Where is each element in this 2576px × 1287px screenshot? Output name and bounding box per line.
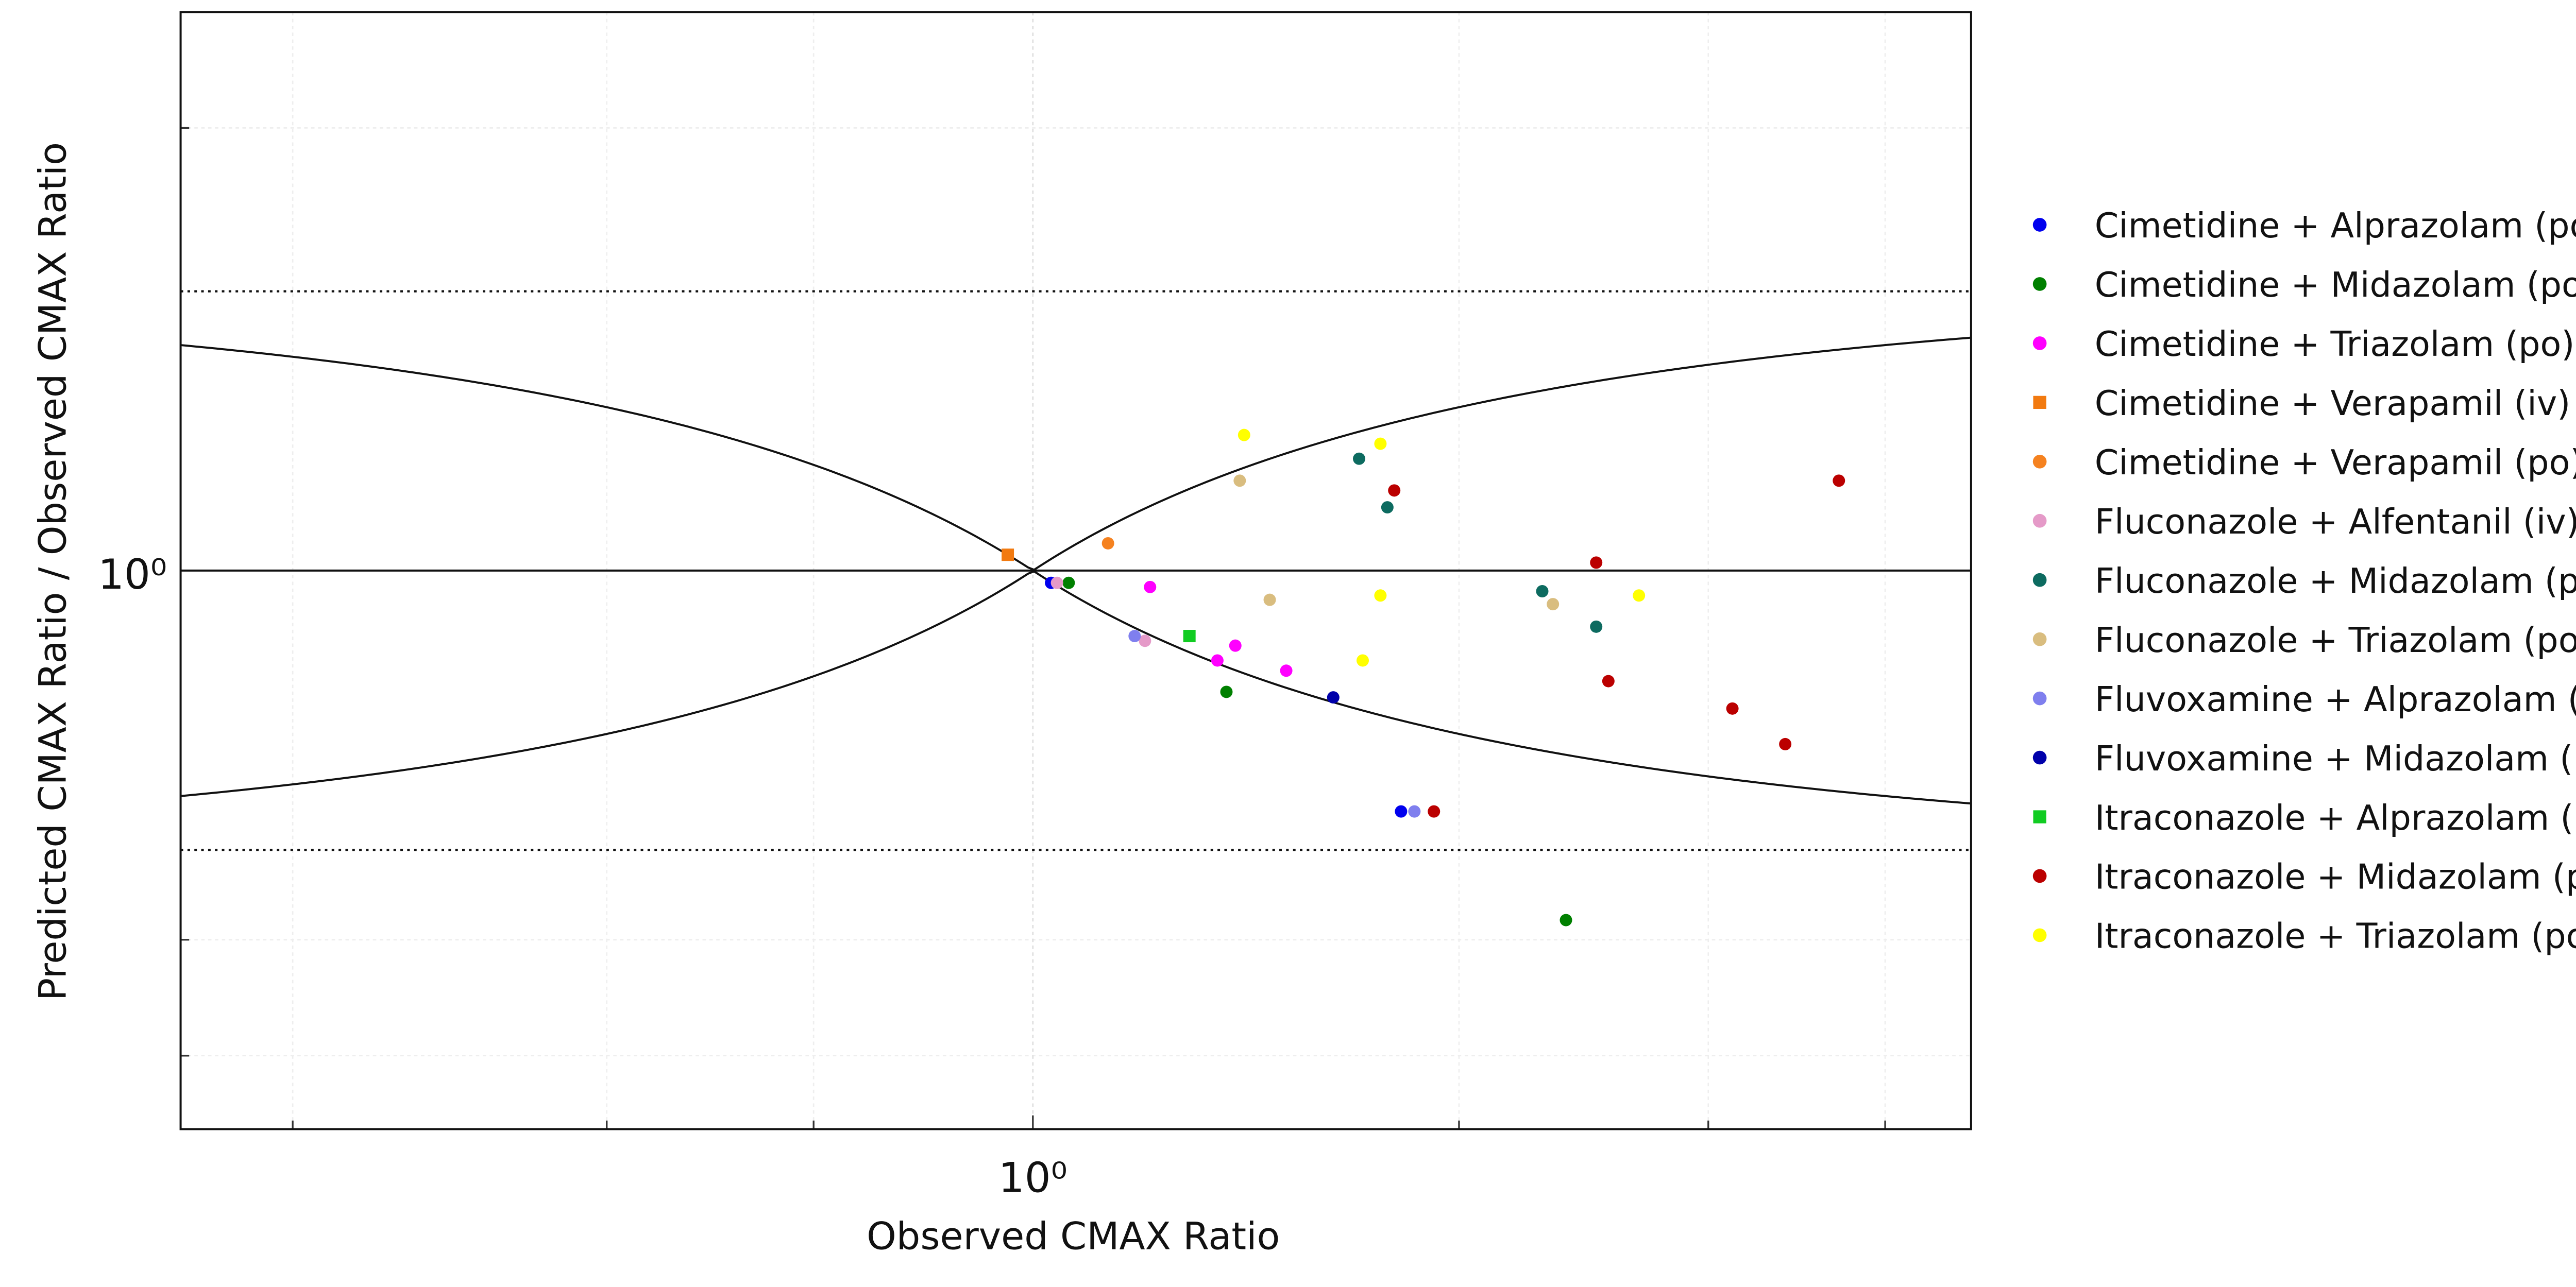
- data-point: [1590, 556, 1603, 569]
- data-point: [1263, 593, 1276, 606]
- data-point: [1726, 702, 1739, 715]
- data-point: [1547, 598, 1560, 611]
- legend-marker: [2032, 750, 2047, 765]
- data-point: [1101, 537, 1114, 550]
- data-point: [1183, 630, 1196, 643]
- limit-curve: [180, 336, 1971, 571]
- data-point: [1560, 914, 1572, 926]
- legend-marker: [2033, 396, 2046, 409]
- y-axis-title: Predicted CMAX Ratio / Observed CMAX Rat…: [31, 142, 75, 1001]
- legend-label: Fluvoxamine + Alprazolam (po): [2095, 679, 2576, 719]
- legend-label: Cimetidine + Alprazolam (po): [2095, 205, 2576, 246]
- data-point: [1062, 576, 1075, 589]
- data-point: [1238, 428, 1250, 441]
- legend-marker: [2032, 513, 2047, 528]
- data-point: [1602, 675, 1615, 688]
- data-point: [1139, 634, 1151, 647]
- legend-label: Cimetidine + Triazolam (po): [2095, 324, 2575, 364]
- data-point: [1590, 620, 1603, 633]
- legend-marker: [2032, 691, 2047, 706]
- data-point: [1128, 630, 1141, 643]
- legend-label: Itraconazole + Alprazolam (po): [2095, 798, 2576, 838]
- data-point: [1395, 805, 1408, 818]
- legend-label: Itraconazole + Triazolam (po): [2095, 916, 2576, 956]
- data-point: [1327, 691, 1340, 704]
- data-point: [1833, 474, 1845, 487]
- legend-marker: [2032, 632, 2047, 646]
- data-point: [1374, 589, 1387, 602]
- legend-label: Cimetidine + Verapamil (po): [2095, 442, 2576, 483]
- legend-marker: [2033, 810, 2046, 823]
- x-tick-label: 10⁰: [998, 1154, 1067, 1202]
- legend-marker: [2032, 454, 2047, 469]
- legend-marker: [2032, 336, 2047, 350]
- data-point: [1536, 585, 1549, 598]
- legend-label: Fluconazole + Midazolam (po): [2095, 561, 2576, 601]
- data-point: [1229, 639, 1242, 652]
- legend-label: Fluconazole + Triazolam (po): [2095, 620, 2576, 660]
- legend-marker: [2032, 573, 2047, 587]
- data-point: [1357, 654, 1369, 667]
- data-point: [1211, 654, 1224, 667]
- data-point: [1050, 576, 1063, 589]
- legend-label: Fluconazole + Alfentanil (iv): [2095, 502, 2576, 542]
- legend-marker: [2032, 928, 2047, 942]
- legend-marker: [2032, 218, 2047, 232]
- data-point: [1220, 685, 1233, 698]
- legend-label: Cimetidine + Verapamil (iv): [2095, 383, 2571, 423]
- data-point: [1381, 501, 1394, 514]
- data-point: [1233, 474, 1246, 487]
- data-point: [1144, 580, 1157, 593]
- legend-marker: [2032, 869, 2047, 883]
- legend-label: Cimetidine + Midazolam (po): [2095, 265, 2576, 305]
- y-tick-label: 10⁰: [98, 551, 167, 598]
- data-point: [1388, 484, 1401, 497]
- data-point: [1374, 437, 1387, 450]
- legend-label: Fluvoxamine + Midazolam (po): [2095, 739, 2576, 779]
- plot-frame: [179, 11, 1972, 1130]
- data-point: [1353, 452, 1365, 465]
- legend-label: Itraconazole + Midazolam (po): [2095, 857, 2576, 897]
- data-point: [1280, 664, 1293, 677]
- data-point: [1408, 805, 1421, 818]
- x-axis-title: Observed CMAX Ratio: [867, 1215, 1280, 1259]
- legend-marker: [2032, 277, 2047, 291]
- data-point: [1779, 737, 1792, 750]
- data-point: [1633, 589, 1646, 602]
- limit-curve: [180, 570, 1971, 805]
- data-point: [1002, 548, 1014, 561]
- data-point: [1428, 805, 1440, 818]
